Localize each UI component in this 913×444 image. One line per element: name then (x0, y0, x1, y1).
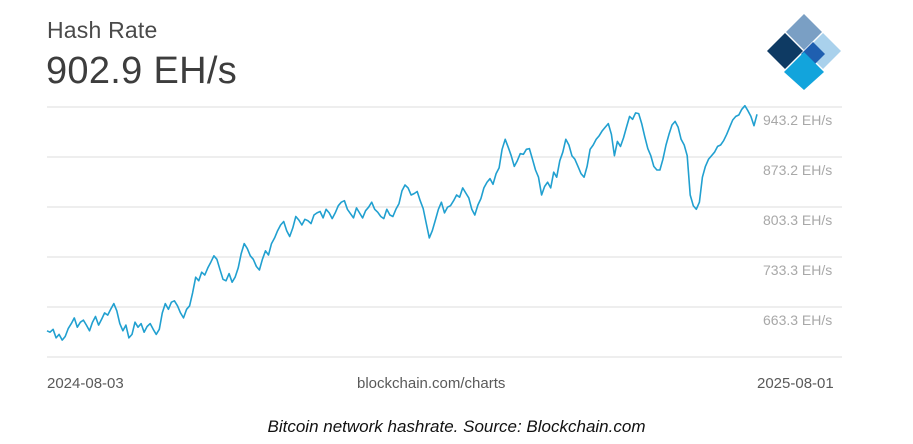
y-tick-label: 733.3 EH/s (763, 262, 832, 278)
hash-rate-line (46, 104, 758, 341)
source-watermark: blockchain.com/charts (357, 375, 506, 392)
blockchain-logo-icon[interactable] (766, 14, 842, 90)
logo-top-diamond (786, 14, 822, 50)
y-tick-label: 663.3 EH/s (763, 312, 832, 328)
logo-left-diamond (767, 33, 803, 69)
x-axis-start-label: 2024-08-03 (47, 375, 124, 392)
current-hash-rate-value: 902.9 EH/s (46, 50, 237, 92)
y-axis-ticks: 943.2 EH/s 873.2 EH/s 803.3 EH/s 733.3 EH/s… (763, 112, 832, 328)
chart-title: Hash Rate (47, 17, 158, 43)
figure-caption: Bitcoin network hashrate. Source: Blockc… (267, 417, 646, 436)
y-tick-label: 873.2 EH/s (763, 162, 832, 178)
x-axis-end-label: 2025-08-01 (757, 375, 834, 392)
y-tick-label: 943.2 EH/s (763, 112, 832, 128)
chart-gridlines (47, 106, 842, 358)
y-tick-label: 803.3 EH/s (763, 212, 832, 228)
logo-bottom-diamond (784, 52, 824, 90)
